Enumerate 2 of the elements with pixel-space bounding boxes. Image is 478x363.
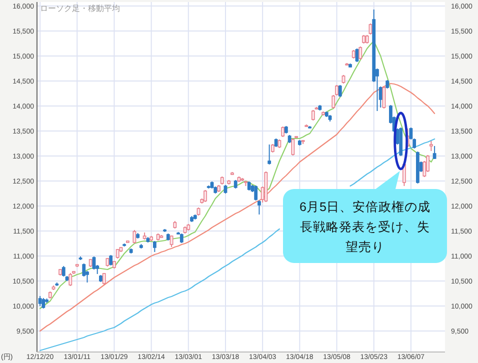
annotation: 6月5日、安倍政権の成長戦略発表を受け、失望売り: [300, 199, 430, 254]
chart-title: ローソク足・移動平均: [40, 4, 120, 13]
